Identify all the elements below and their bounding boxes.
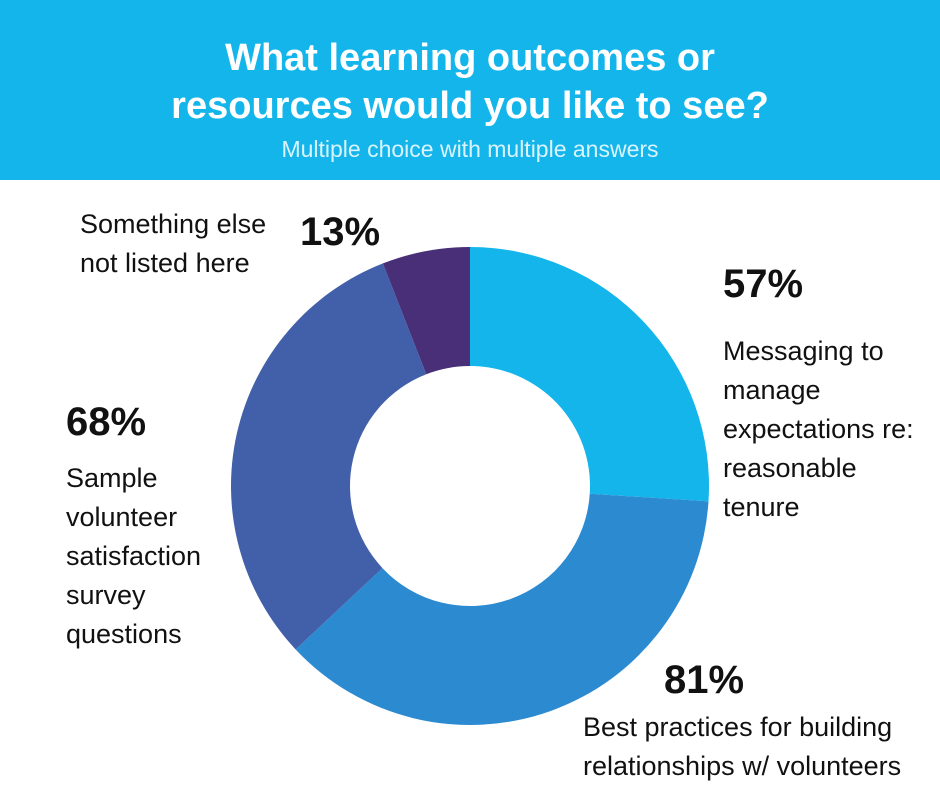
slice-category-label: Something else not listed here [80, 209, 267, 278]
slice-category-label: Messaging to manage expectations re: rea… [723, 336, 914, 522]
slice-percent-label: 81% [664, 658, 745, 702]
slice-percent-label: 13% [300, 210, 381, 254]
donut-slice-1 [470, 247, 709, 502]
chart-header: What learning outcomes or resources woul… [0, 0, 940, 180]
chart-title: What learning outcomes or resources woul… [171, 37, 769, 127]
chart-subtitle: Multiple choice with multiple answers [281, 136, 659, 162]
slice-percent-label: 68% [66, 400, 147, 444]
slice-percent-label: 57% [723, 262, 804, 306]
donut-slice-3 [230, 263, 427, 650]
slice-category-label: Sample volunteer satisfaction survey que… [66, 463, 202, 649]
donut-slice-4 [382, 247, 470, 375]
slice-category-label: Best practices for building relationship… [583, 712, 902, 781]
donut-slice-2 [295, 493, 709, 725]
